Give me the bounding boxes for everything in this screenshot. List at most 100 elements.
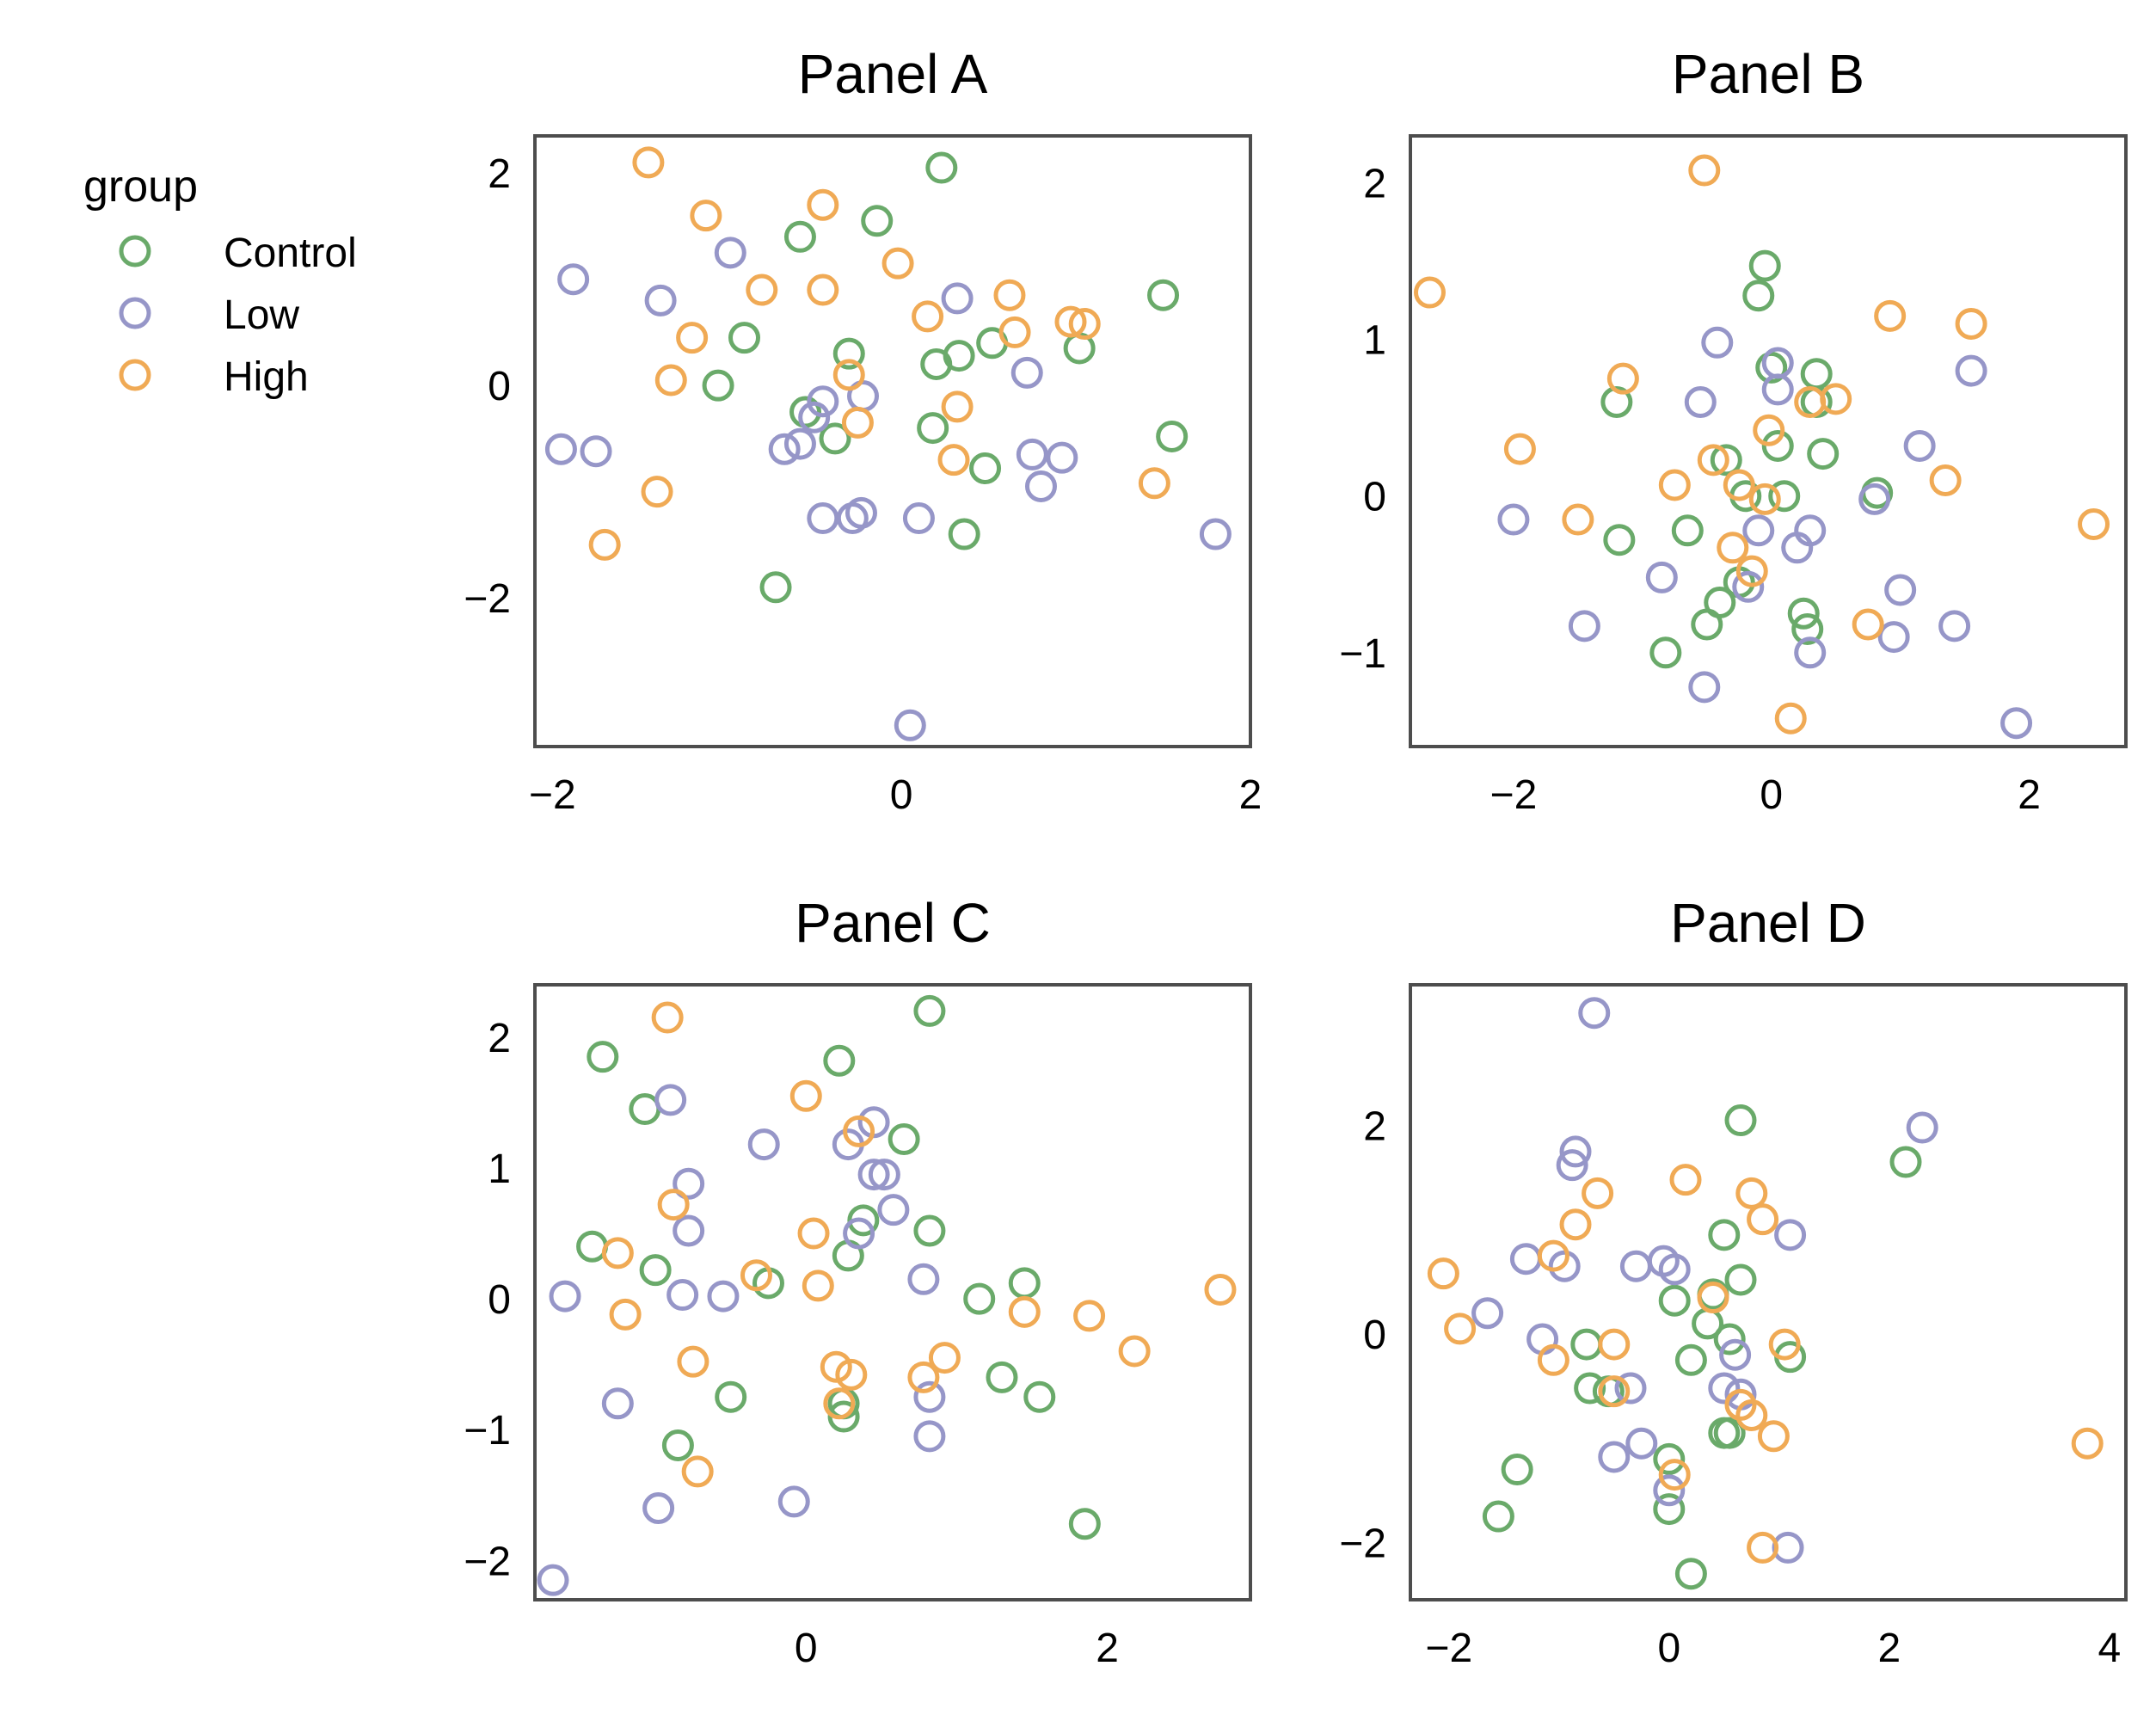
data-point [1156,420,1189,452]
data-point [1471,1297,1504,1330]
plot-frame [1409,134,2128,748]
x-tick-label: 2 [1239,772,1262,818]
panel-c: Panel C 0 2 −2 −1 0 1 2 [464,892,1252,1671]
series-low [544,237,1232,741]
data-point [676,322,709,354]
data-point [1645,561,1678,593]
data-point [677,1345,709,1378]
data-point [798,401,831,433]
legend-marker-low [119,297,151,329]
data-point [1791,612,1824,645]
data-point [841,406,874,439]
data-point [1691,608,1723,641]
data-point [807,385,839,418]
data-point [1054,305,1087,338]
data-point [807,502,839,535]
data-point [601,1387,634,1420]
data-point [1732,570,1765,603]
data-point [1742,280,1775,312]
x-tick-label: 0 [1657,1626,1680,1671]
data-point [1724,1263,1757,1296]
data-point [1559,1208,1592,1241]
panels: Panel A −2 0 2 −2 0 2 Panel B −2 0 2 −1 0 1 2 Panel C 0 2… [464,43,2128,1671]
panel-title: Panel D [1670,892,1866,954]
data-point [1068,308,1101,341]
data-point [1820,383,1852,415]
data-point [1884,574,1917,606]
data-point [661,1429,694,1461]
data-point [1008,1267,1041,1300]
data-point [768,433,801,465]
data-point [1625,1427,1658,1460]
data-point [807,274,839,306]
data-point [1614,1372,1647,1405]
data-point [1537,1239,1569,1272]
data-point [823,1387,856,1420]
legend-title: group [83,162,198,212]
data-point [1697,444,1729,476]
x-tick-label: −2 [1425,1626,1472,1671]
data-point [963,1282,996,1315]
data-point [943,340,975,372]
data-point [1787,597,1820,630]
data-point [913,1420,946,1453]
data-point [1735,1177,1768,1209]
data-point [1653,1442,1686,1475]
data-point [690,200,722,232]
data-point [1653,1474,1686,1507]
data-point [1598,1328,1631,1361]
data-point [1742,514,1775,547]
data-point [1537,1343,1569,1376]
data-point [1747,1203,1779,1236]
x-tick-label: 2 [1096,1626,1119,1671]
data-point [657,1189,690,1221]
y-tick-label: 2 [488,1016,511,1061]
series-low [1471,997,1938,1564]
data-point [747,1128,780,1161]
data-point [609,1298,642,1331]
data-point [1768,480,1801,513]
series-control [1482,1104,1922,1590]
data-point [1877,621,1910,654]
data-point [1671,514,1704,547]
data-point [1772,1531,1804,1564]
data-point [1023,1380,1056,1413]
x-tick-label: 0 [890,772,913,818]
data-point [1794,385,1827,418]
data-point [681,1455,714,1488]
data-point [1719,1338,1752,1371]
data-point [588,528,621,561]
data-point [1761,373,1794,406]
data-point [1118,1335,1151,1368]
data-point [746,274,778,306]
y-tick-label: 2 [488,151,511,197]
legend-label-low: Low [224,292,299,338]
data-point [740,1259,772,1292]
data-point [843,1115,875,1147]
data-point [820,1350,852,1383]
data-point [1570,1328,1603,1361]
panel-d: Panel D −2 0 2 4 −2 0 2 [1339,892,2128,1671]
data-point [632,146,665,179]
data-point [941,282,974,315]
data-point [544,433,577,465]
data-point [1658,1284,1691,1317]
data-point [1889,1146,1922,1178]
data-point [1697,1282,1729,1314]
data-point [845,496,877,529]
y-tick-label: −1 [464,1408,511,1454]
data-point [1568,610,1600,642]
data-point [888,1123,920,1156]
y-tick-label: 0 [1363,475,1386,520]
data-point [998,316,1031,348]
data-point [587,1041,619,1073]
data-point [1674,1343,1707,1376]
data-point [1688,154,1721,187]
data-point [907,1263,940,1295]
data-point [644,284,677,317]
data-point [827,1400,860,1433]
data-point [1757,1420,1790,1453]
data-point [1658,1459,1691,1491]
data-point [549,1280,581,1312]
data-point [1482,1500,1514,1533]
